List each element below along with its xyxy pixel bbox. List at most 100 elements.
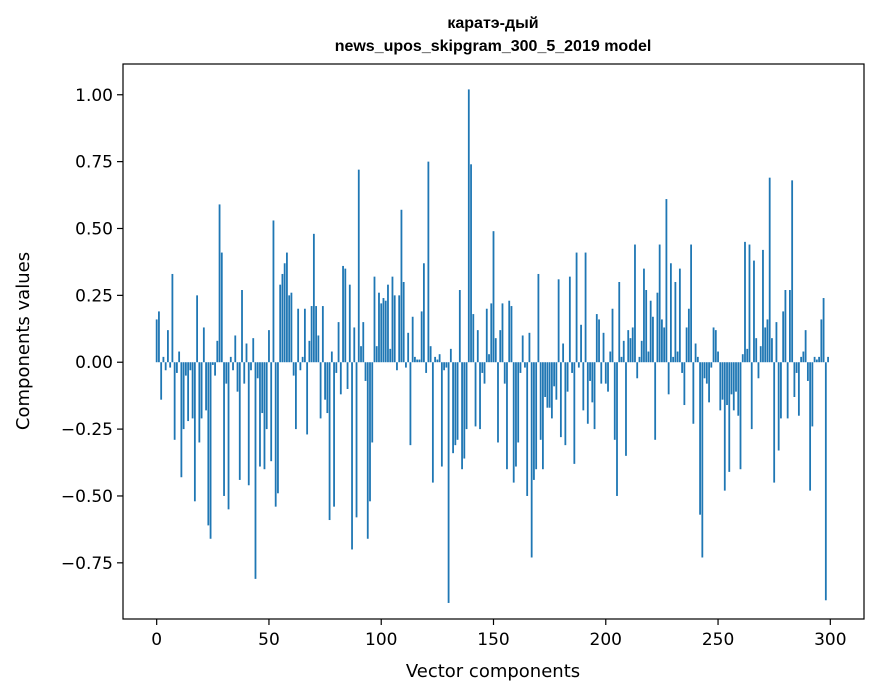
bar-276 bbox=[775, 322, 778, 363]
bar-135 bbox=[458, 290, 461, 363]
bar-10 bbox=[178, 351, 181, 363]
bar-119 bbox=[422, 263, 425, 363]
bar-271 bbox=[764, 327, 767, 363]
bar-6 bbox=[169, 362, 172, 368]
bar-54 bbox=[277, 362, 279, 494]
bar-129 bbox=[445, 362, 448, 368]
bar-194 bbox=[591, 362, 594, 403]
bar-198 bbox=[600, 362, 603, 384]
bar-33 bbox=[229, 356, 232, 363]
bar-110 bbox=[402, 281, 405, 363]
bar-19 bbox=[198, 362, 201, 443]
bar-193 bbox=[589, 362, 591, 381]
bar-256 bbox=[730, 362, 733, 395]
bar-50 bbox=[268, 330, 270, 363]
bar-158 bbox=[510, 306, 513, 363]
bar-169 bbox=[535, 362, 538, 470]
bar-16 bbox=[191, 362, 194, 419]
bar-298 bbox=[824, 362, 827, 601]
bar-65 bbox=[301, 356, 304, 363]
bar-281 bbox=[786, 362, 789, 419]
bar-192 bbox=[586, 362, 589, 424]
bar-149 bbox=[490, 303, 493, 363]
bar-24 bbox=[209, 362, 212, 539]
bar-297 bbox=[822, 298, 825, 363]
bar-155 bbox=[503, 362, 506, 384]
bar-62 bbox=[295, 362, 297, 430]
bar-285 bbox=[795, 362, 798, 373]
bar-127 bbox=[440, 362, 443, 467]
bar-109 bbox=[400, 209, 403, 363]
bar-98 bbox=[375, 346, 378, 363]
bar-214 bbox=[636, 362, 639, 379]
bar-100 bbox=[380, 303, 383, 363]
bar-66 bbox=[303, 308, 306, 363]
bar-230 bbox=[672, 356, 675, 363]
bar-161 bbox=[517, 362, 520, 443]
bar-221 bbox=[652, 316, 654, 363]
bar-250 bbox=[717, 351, 719, 363]
y-axis-label: Components values bbox=[13, 252, 34, 430]
bar-260 bbox=[739, 362, 742, 470]
bar-228 bbox=[667, 362, 670, 395]
bar-262 bbox=[744, 241, 746, 363]
bar-247 bbox=[710, 362, 713, 368]
bar-235 bbox=[683, 362, 686, 406]
bar-47 bbox=[261, 362, 264, 414]
bar-52 bbox=[272, 220, 275, 363]
bar-31 bbox=[225, 362, 228, 384]
bar-275 bbox=[773, 362, 776, 483]
bar-59 bbox=[288, 295, 291, 363]
bar-22 bbox=[205, 362, 207, 411]
bar-202 bbox=[609, 351, 612, 363]
bar-151 bbox=[494, 338, 497, 363]
bar-223 bbox=[656, 292, 659, 363]
bar-163 bbox=[521, 335, 524, 363]
bar-7 bbox=[171, 273, 174, 363]
bar-30 bbox=[223, 362, 225, 496]
bar-46 bbox=[259, 362, 261, 467]
bar-3 bbox=[162, 356, 165, 363]
bar-136 bbox=[461, 362, 463, 470]
bar-166 bbox=[528, 332, 531, 363]
chart-title: каратэ-дый bbox=[447, 15, 538, 32]
bar-200 bbox=[604, 362, 607, 384]
bar-238 bbox=[690, 244, 692, 363]
bar-213 bbox=[634, 244, 636, 363]
bar-78 bbox=[330, 351, 333, 363]
bar-243 bbox=[701, 362, 704, 558]
bar-164 bbox=[524, 362, 526, 368]
bar-147 bbox=[485, 308, 488, 363]
bar-134 bbox=[456, 362, 459, 440]
bar-162 bbox=[519, 362, 522, 373]
bar-227 bbox=[665, 199, 668, 363]
bar-180 bbox=[559, 362, 562, 438]
bar-126 bbox=[438, 354, 441, 363]
bar-63 bbox=[297, 308, 300, 363]
bar-23 bbox=[207, 362, 210, 526]
bar-287 bbox=[800, 356, 803, 363]
bar-90 bbox=[357, 169, 360, 363]
bar-148 bbox=[488, 354, 490, 363]
bar-113 bbox=[409, 362, 412, 446]
bar-51 bbox=[270, 362, 273, 462]
bar-145 bbox=[481, 362, 484, 373]
y-tick-label: 0.50 bbox=[75, 219, 113, 239]
bar-45 bbox=[256, 362, 259, 379]
x-tick-label: 150 bbox=[477, 630, 509, 650]
bar-41 bbox=[247, 362, 250, 486]
bar-87 bbox=[351, 362, 353, 550]
x-tick-label: 300 bbox=[814, 630, 846, 650]
bar-279 bbox=[782, 311, 785, 363]
bar-195 bbox=[593, 362, 596, 430]
bar-133 bbox=[454, 362, 457, 446]
bar-108 bbox=[398, 295, 401, 363]
bar-232 bbox=[676, 351, 679, 363]
bar-226 bbox=[663, 327, 666, 363]
bar-187 bbox=[575, 252, 578, 363]
bar-154 bbox=[501, 303, 504, 363]
bar-185 bbox=[571, 362, 573, 373]
bar-207 bbox=[620, 356, 623, 363]
bar-39 bbox=[243, 362, 246, 384]
bar-93 bbox=[364, 362, 367, 381]
